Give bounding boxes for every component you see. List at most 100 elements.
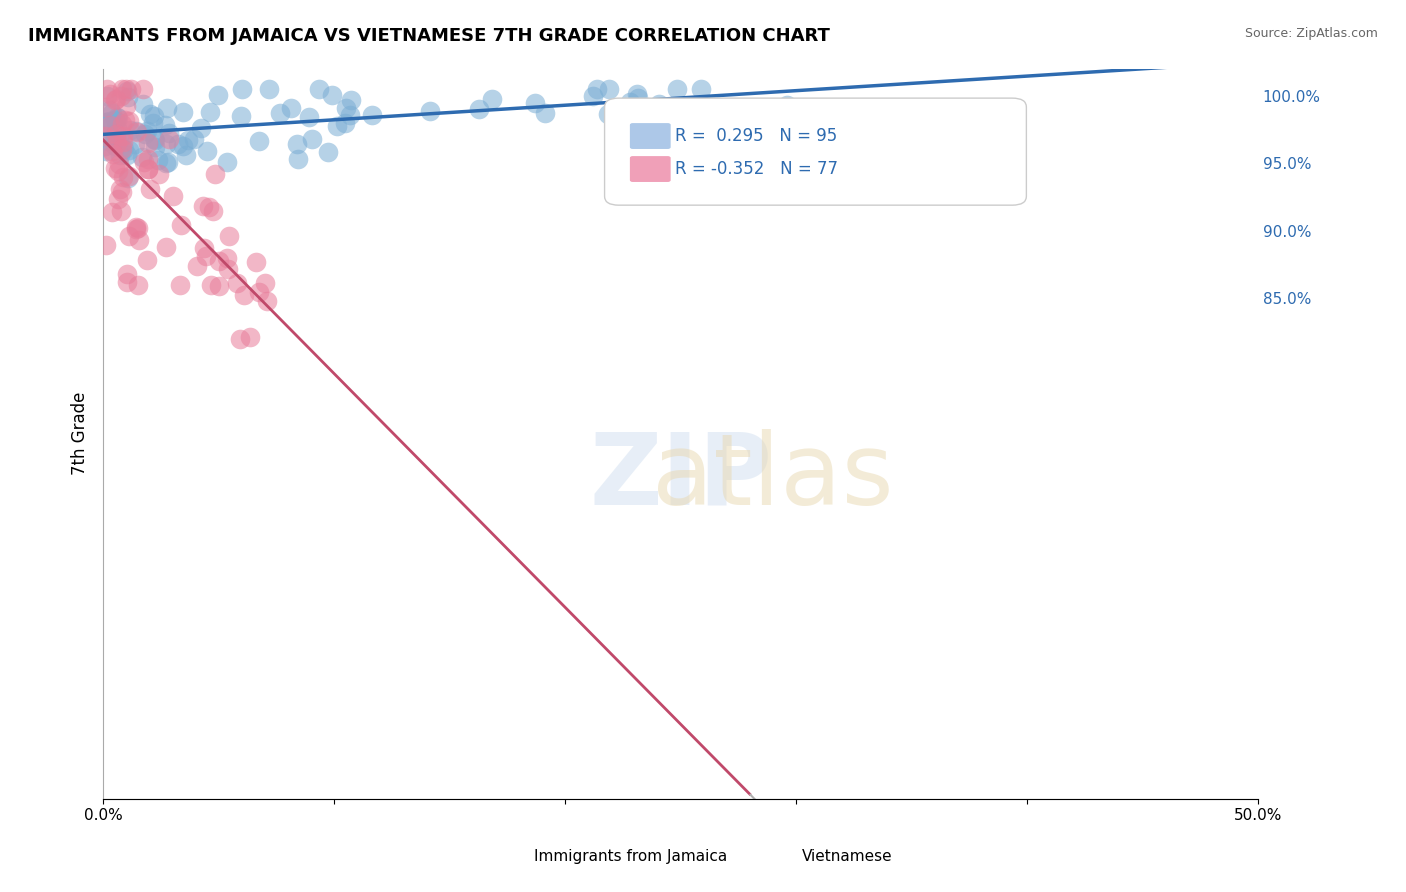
Point [626, 104, 648, 119]
Point [111, 169, 134, 184]
Point [195, 249, 218, 263]
Point [105, 114, 128, 128]
Point [111, 117, 134, 131]
Point [481, 92, 503, 106]
Point [120, 123, 142, 137]
Point [468, 102, 491, 116]
Point [598, 107, 620, 121]
Point [157, 132, 180, 146]
Point [298, 110, 321, 124]
Point [115, 99, 138, 113]
Point [111, 185, 134, 199]
Point [245, 255, 267, 269]
Point [195, 145, 218, 159]
Point [287, 153, 309, 167]
Text: Immigrants from Jamaica: Immigrants from Jamaica [534, 849, 727, 863]
Point [301, 132, 323, 146]
Point [96, 89, 118, 103]
Text: ZIP: ZIP [589, 429, 772, 526]
Point [139, 107, 162, 121]
Point [117, 90, 139, 104]
Point [690, 82, 713, 96]
Point [111, 135, 134, 149]
Point [115, 85, 138, 99]
Text: R = -0.352   N = 77: R = -0.352 N = 77 [675, 160, 838, 178]
Point [111, 82, 134, 96]
Point [138, 161, 160, 176]
Point [110, 204, 132, 219]
Point [155, 137, 177, 152]
Point [256, 293, 278, 308]
Point [134, 155, 156, 169]
Point [217, 261, 239, 276]
Point [96, 121, 118, 136]
Point [155, 156, 177, 170]
Point [155, 119, 177, 133]
Point [157, 126, 180, 140]
Point [138, 182, 160, 196]
Point [98, 87, 121, 101]
Text: Vietnamese: Vietnamese [801, 849, 891, 863]
Point [198, 200, 221, 214]
Point [105, 110, 128, 124]
Point [207, 88, 229, 103]
Point [96, 145, 118, 159]
Point [627, 91, 650, 105]
Point [131, 150, 153, 164]
Point [218, 228, 240, 243]
Point [239, 330, 262, 344]
Point [120, 82, 142, 96]
Point [200, 278, 222, 293]
Point [229, 110, 252, 124]
Point [534, 105, 557, 120]
Point [325, 119, 347, 133]
Point [117, 275, 139, 289]
Point [125, 222, 148, 236]
Point [193, 241, 215, 255]
Point [170, 219, 193, 233]
Point [269, 106, 291, 120]
Point [287, 136, 309, 151]
Point [186, 260, 208, 274]
Point [104, 93, 127, 107]
Point [335, 101, 357, 115]
Point [105, 136, 128, 150]
Point [101, 144, 124, 158]
Point [523, 96, 546, 111]
Text: IMMIGRANTS FROM JAMAICA VS VIETNAMESE 7TH GRADE CORRELATION CHART: IMMIGRANTS FROM JAMAICA VS VIETNAMESE 7T… [28, 27, 830, 45]
Point [259, 82, 281, 96]
Point [101, 205, 124, 219]
Point [118, 114, 141, 128]
Point [94, 128, 117, 143]
Point [619, 95, 641, 109]
Point [247, 134, 270, 148]
Point [143, 133, 166, 147]
Point [110, 181, 132, 195]
Point [115, 267, 138, 281]
Point [112, 142, 135, 156]
Point [105, 92, 128, 106]
Point [96, 114, 118, 128]
Point [117, 169, 139, 183]
Point [107, 156, 129, 170]
Point [207, 254, 229, 268]
Point [146, 153, 169, 168]
Point [419, 103, 441, 118]
Point [115, 148, 138, 162]
Point [201, 204, 224, 219]
Point [136, 253, 159, 268]
Text: Source: ZipAtlas.com: Source: ZipAtlas.com [1244, 27, 1378, 40]
Point [586, 82, 609, 96]
Point [134, 127, 156, 141]
Point [707, 100, 730, 114]
Point [172, 138, 194, 153]
Point [204, 167, 226, 181]
Point [101, 106, 124, 120]
Point [666, 82, 689, 96]
Point [233, 287, 256, 301]
Point [132, 82, 155, 96]
Y-axis label: 7th Grade: 7th Grade [72, 392, 89, 475]
Point [96, 82, 118, 96]
Point [142, 116, 165, 130]
Point [93, 138, 115, 153]
